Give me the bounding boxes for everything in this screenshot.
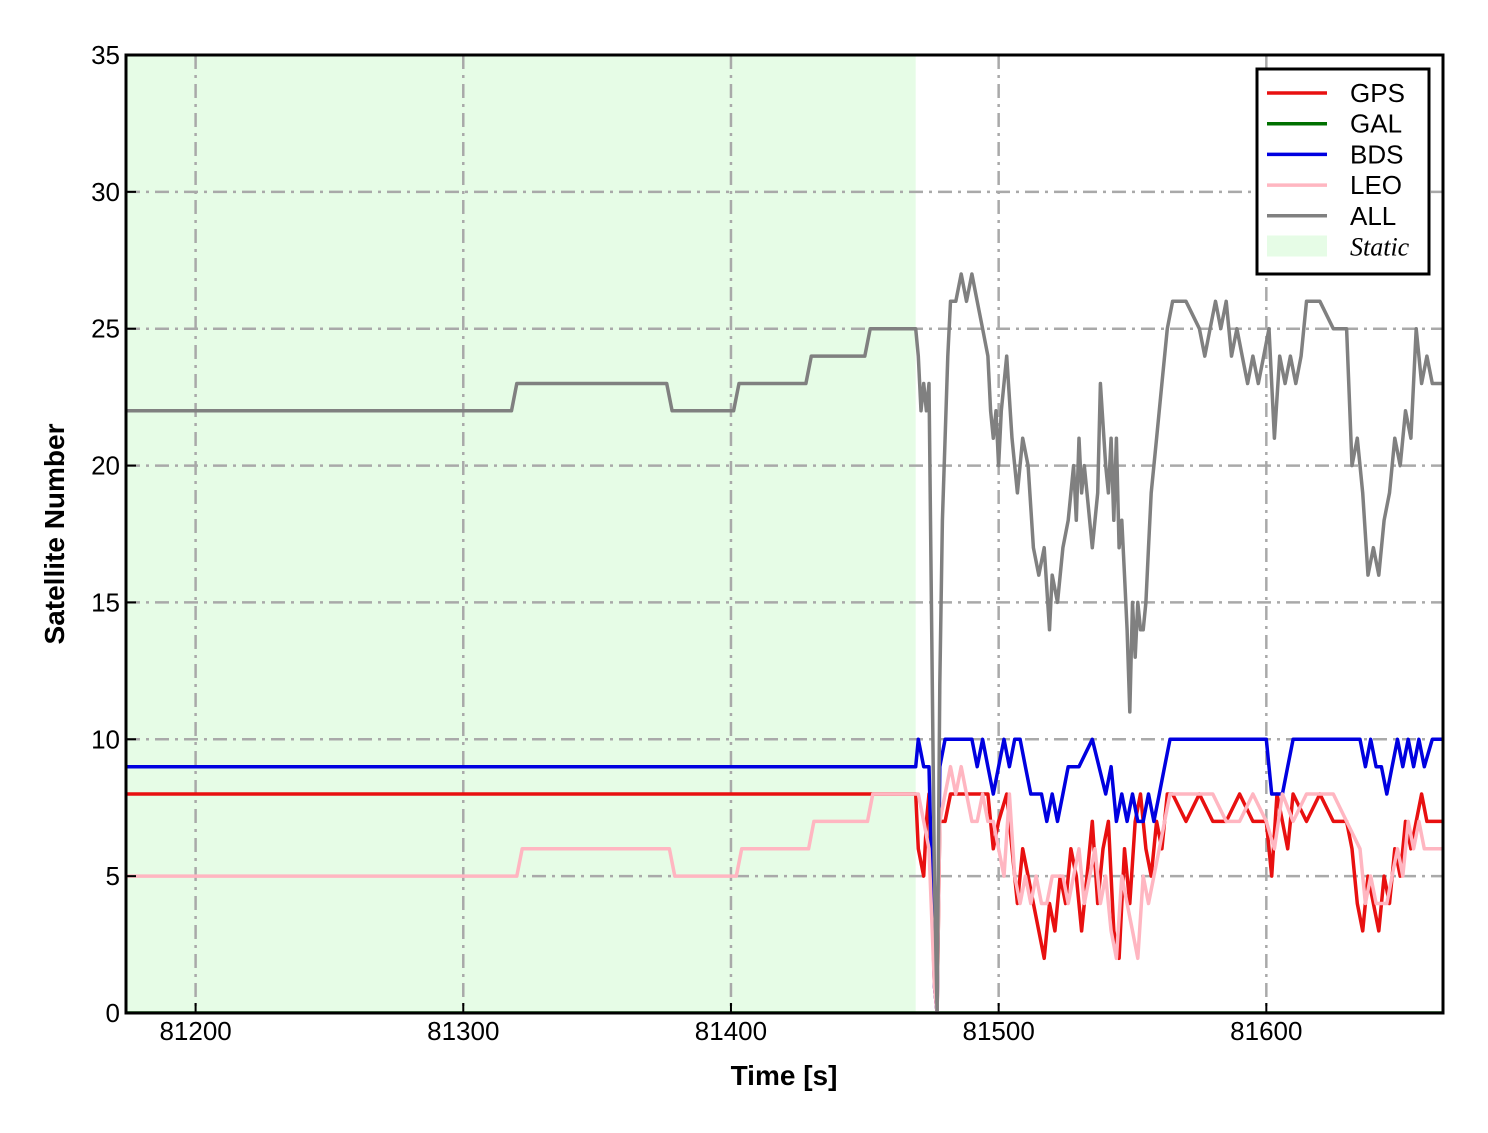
- y-axis-title: Satellite Number: [39, 423, 70, 644]
- y-tick-label: 0: [106, 998, 120, 1028]
- x-tick-label: 81200: [159, 1016, 231, 1046]
- legend-label-static: Static: [1350, 233, 1410, 262]
- y-tick-label: 20: [91, 451, 120, 481]
- y-tick-label: 35: [91, 40, 120, 70]
- plot-frame: [124, 53, 1445, 1015]
- series-line-all: [126, 272, 1443, 1013]
- y-tick-label: 25: [91, 314, 120, 344]
- axis-ticks: 81200 81300 81400 81500 81600 0 5 10 15 20 25 30 35: [91, 40, 1302, 1046]
- legend-label-gps: GPS: [1350, 78, 1405, 108]
- x-axis-title: Time [s]: [731, 1060, 838, 1091]
- grid: [126, 55, 1443, 1013]
- x-tick-label: 81500: [962, 1016, 1034, 1046]
- y-tick-label: 30: [91, 177, 120, 207]
- y-tick-label: 10: [91, 724, 120, 754]
- x-tick-label: 81600: [1230, 1016, 1302, 1046]
- y-tick-label: 15: [91, 587, 120, 617]
- legend-label-gal: GAL: [1350, 109, 1402, 139]
- static-region: [126, 55, 916, 1013]
- x-tick-label: 81400: [695, 1016, 767, 1046]
- series-line-leo: [126, 764, 1443, 1013]
- legend-swatch-static: [1267, 235, 1327, 257]
- series-lines: [126, 272, 1443, 1013]
- legend-label-all: ALL: [1350, 201, 1396, 231]
- legend-label-bds: BDS: [1350, 139, 1403, 169]
- x-tick-label: 81300: [427, 1016, 499, 1046]
- legend-label-leo: LEO: [1350, 170, 1402, 200]
- series-line-bds: [126, 737, 1443, 1013]
- y-tick-label: 5: [106, 861, 120, 891]
